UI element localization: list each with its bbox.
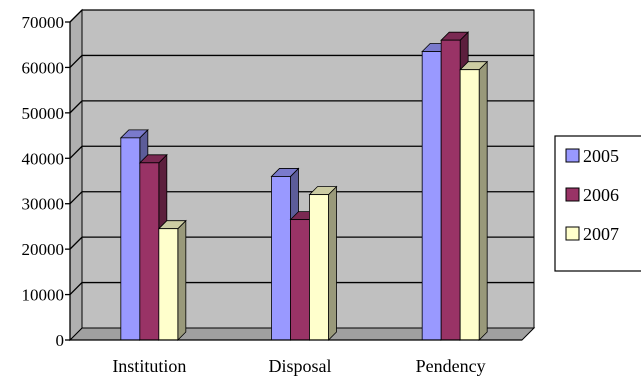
bar-2007-pendency — [460, 62, 487, 340]
legend-label: 2007 — [583, 224, 619, 244]
y-tick-label: 10000 — [22, 286, 65, 305]
y-tick-label: 30000 — [22, 195, 65, 214]
legend-label: 2005 — [583, 146, 619, 166]
x-category-label: Institution — [112, 356, 186, 376]
y-tick-label: 50000 — [22, 104, 65, 123]
legend-label: 2006 — [583, 185, 619, 205]
plot-side-wall — [70, 10, 82, 340]
y-tick-label: 40000 — [22, 149, 65, 168]
y-tick-label: 20000 — [22, 240, 65, 259]
legend-swatch — [566, 188, 579, 201]
y-axis-tick-labels: 0 10000 20000 30000 40000 50000 60000 70000 — [22, 13, 65, 350]
x-category-label: Disposal — [269, 356, 332, 376]
x-category-label: Pendency — [416, 356, 486, 376]
legend: 2005 2006 2007 — [555, 136, 641, 271]
bar-2007-institution — [159, 221, 186, 340]
y-tick-label: 60000 — [22, 58, 65, 77]
x-axis-category-labels: Institution Disposal Pendency — [112, 356, 485, 376]
y-tick-label: 70000 — [22, 13, 65, 32]
legend-swatch — [566, 149, 579, 162]
legend-swatch — [566, 227, 579, 240]
bar-2007-disposal — [310, 187, 337, 340]
y-tick-label: 0 — [56, 331, 65, 350]
